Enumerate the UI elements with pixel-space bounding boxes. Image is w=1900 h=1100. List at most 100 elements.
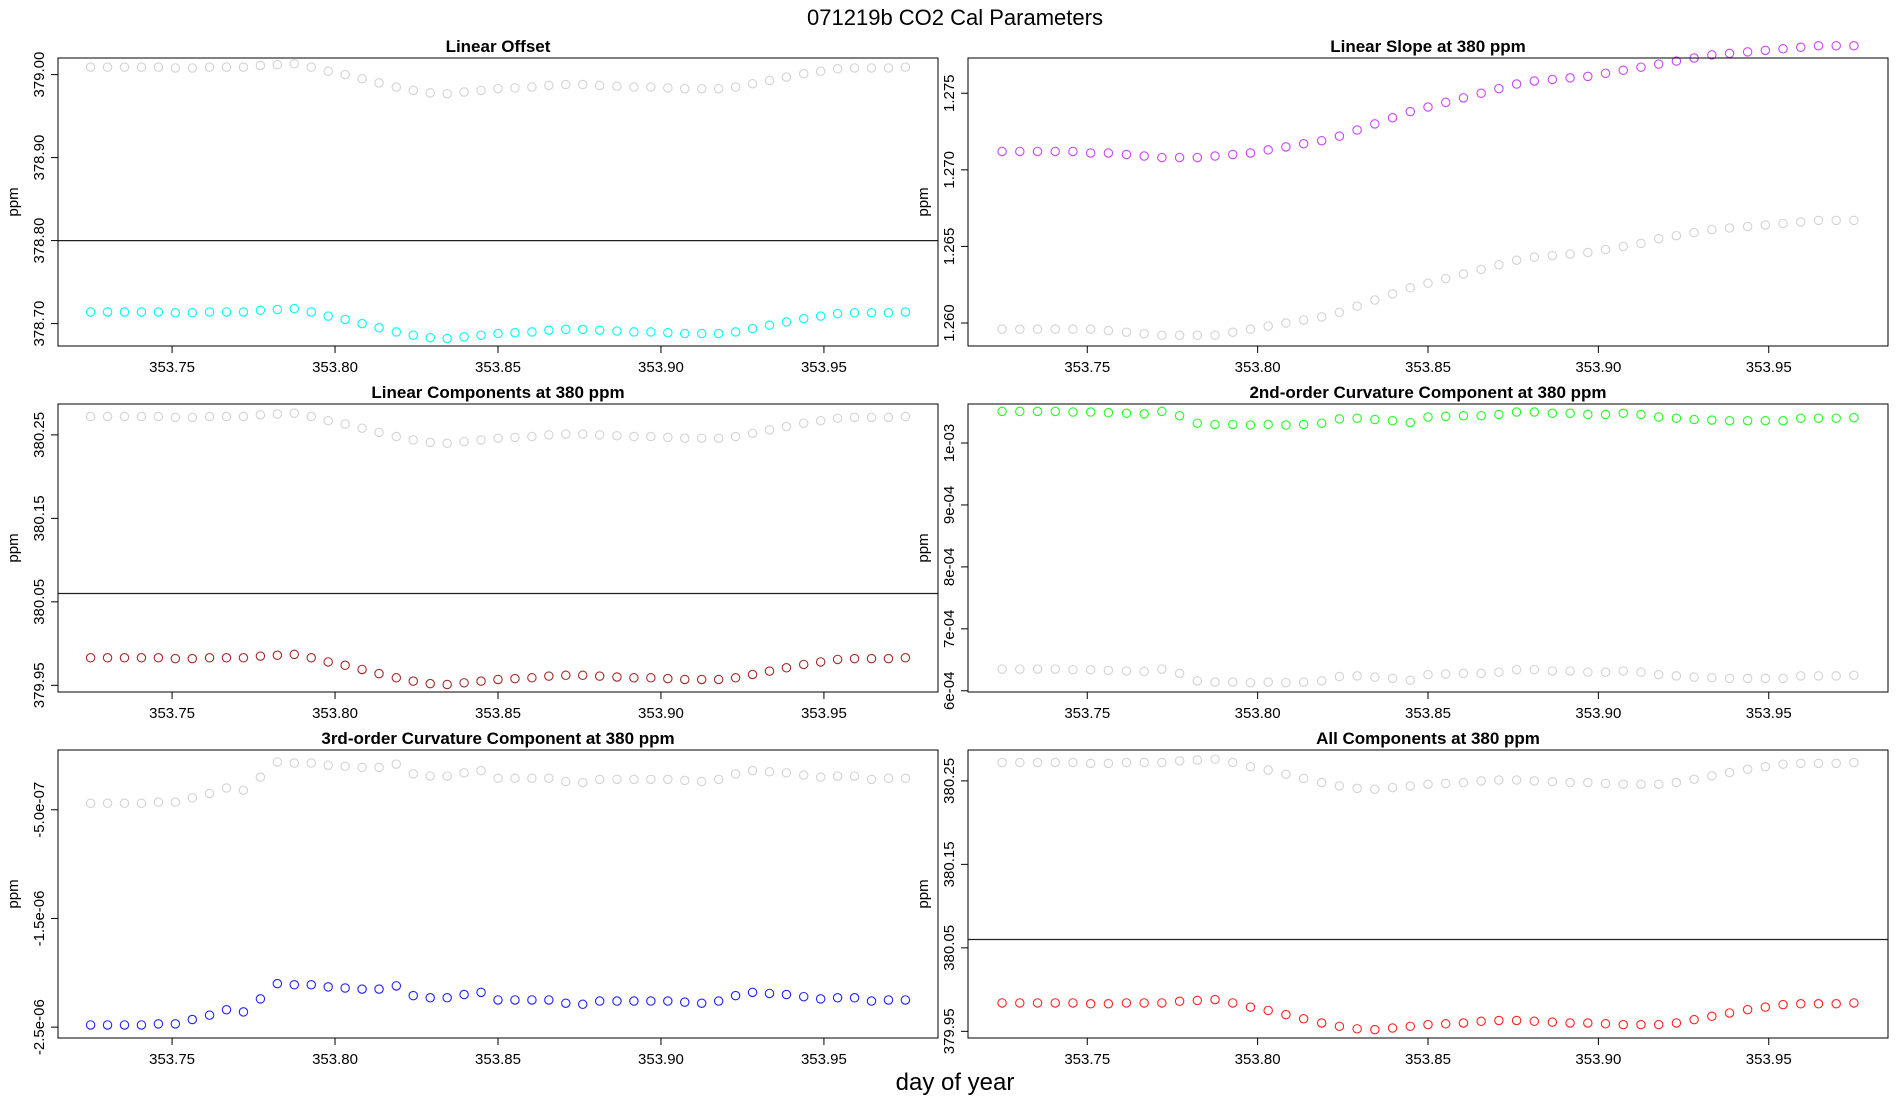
data-point (1618, 1019, 1628, 1030)
data-point (391, 327, 402, 337)
data-point (798, 418, 809, 428)
data-point (900, 307, 911, 317)
data-point (1157, 757, 1167, 768)
panel-title: All Components at 380 ppm (1316, 729, 1540, 748)
data-point (883, 63, 894, 73)
data-point (1121, 149, 1132, 160)
data-point (1370, 414, 1380, 425)
data-point (1689, 1014, 1699, 1025)
data-point (1423, 278, 1433, 288)
data-point (289, 979, 300, 990)
data-point (1298, 773, 1309, 784)
data-point (510, 327, 520, 338)
data-point (1103, 665, 1114, 676)
data-point (1015, 406, 1025, 417)
data-point (1050, 664, 1060, 674)
data-point (1796, 758, 1806, 769)
series-gray (997, 215, 1859, 341)
x-tick-label: 353.95 (801, 705, 847, 722)
data-point (1405, 417, 1416, 428)
data-point (1440, 1019, 1451, 1029)
data-point (1778, 44, 1788, 54)
data-point (1210, 994, 1220, 1005)
data-point (408, 435, 419, 445)
data-point (493, 83, 503, 94)
panel-title: 3rd-order Curvature Component at 380 ppm (321, 729, 674, 748)
data-point (1760, 220, 1771, 230)
data-point (1068, 407, 1078, 417)
data-point (1103, 407, 1114, 418)
x-tick-label: 353.95 (1746, 1051, 1792, 1068)
data-point (1157, 152, 1167, 163)
data-point (696, 776, 707, 787)
data-point (255, 60, 266, 71)
data-point (272, 59, 283, 70)
data-point (1529, 252, 1540, 262)
data-point (357, 762, 367, 773)
x-tick-label: 353.75 (149, 359, 195, 376)
plot-frame (967, 749, 1889, 1039)
data-point (1245, 324, 1256, 334)
data-point (323, 415, 333, 426)
data-point (1068, 998, 1078, 1008)
data-point (1334, 131, 1345, 141)
data-point (561, 324, 571, 335)
data-point (781, 421, 792, 432)
data-point (289, 59, 300, 69)
data-point (629, 996, 639, 1006)
data-point (612, 672, 622, 682)
data-point (1157, 998, 1167, 1008)
x-tick-label: 353.75 (1064, 1051, 1110, 1068)
data-point (1742, 415, 1753, 426)
data-point (323, 982, 333, 992)
y-tick-label: 380.15 (31, 495, 48, 541)
data-point (866, 308, 877, 318)
data-point (1085, 324, 1096, 334)
data-point (1618, 666, 1628, 676)
x-tick-label: 353.90 (638, 705, 684, 722)
data-point (849, 63, 860, 73)
data-point (1174, 756, 1185, 766)
data-point (1689, 227, 1699, 238)
data-point (323, 657, 333, 667)
data-point (713, 996, 724, 1006)
x-tick-label: 353.75 (1064, 705, 1110, 722)
data-point (1103, 148, 1114, 158)
data-point (1050, 146, 1060, 157)
data-point (1760, 761, 1771, 772)
data-point (1032, 406, 1043, 417)
panel-6: All Components at 380 ppm 353.75 353.80 353… (915, 729, 1889, 1068)
x-tick-label: 353.95 (801, 359, 847, 376)
data-point (1405, 1021, 1416, 1032)
x-tick-label: 353.80 (312, 1051, 358, 1068)
data-point (1121, 327, 1132, 337)
data-point (1653, 234, 1664, 244)
data-point (577, 777, 588, 788)
data-point (1600, 68, 1611, 79)
data-point (1032, 998, 1043, 1008)
data-point (594, 996, 605, 1006)
y-tick-label: 7e-04 (941, 610, 958, 648)
data-point (153, 1019, 164, 1029)
data-point (255, 994, 266, 1004)
data-point (493, 328, 503, 339)
data-point (663, 83, 673, 93)
data-point (510, 83, 520, 93)
data-point (1298, 139, 1309, 149)
data-point (527, 673, 537, 683)
data-point (997, 998, 1007, 1008)
data-point (713, 774, 724, 785)
data-point (1387, 112, 1398, 123)
data-point (187, 1014, 198, 1025)
data-point (764, 425, 775, 435)
data-point (442, 88, 452, 99)
data-point (1707, 415, 1717, 425)
data-point (1139, 757, 1149, 768)
data-point (1724, 415, 1735, 426)
data-point (900, 773, 911, 784)
data-point (204, 653, 215, 663)
data-point (696, 674, 707, 685)
data-point (1760, 415, 1771, 426)
data-point (1192, 330, 1203, 341)
data-point (459, 768, 469, 778)
